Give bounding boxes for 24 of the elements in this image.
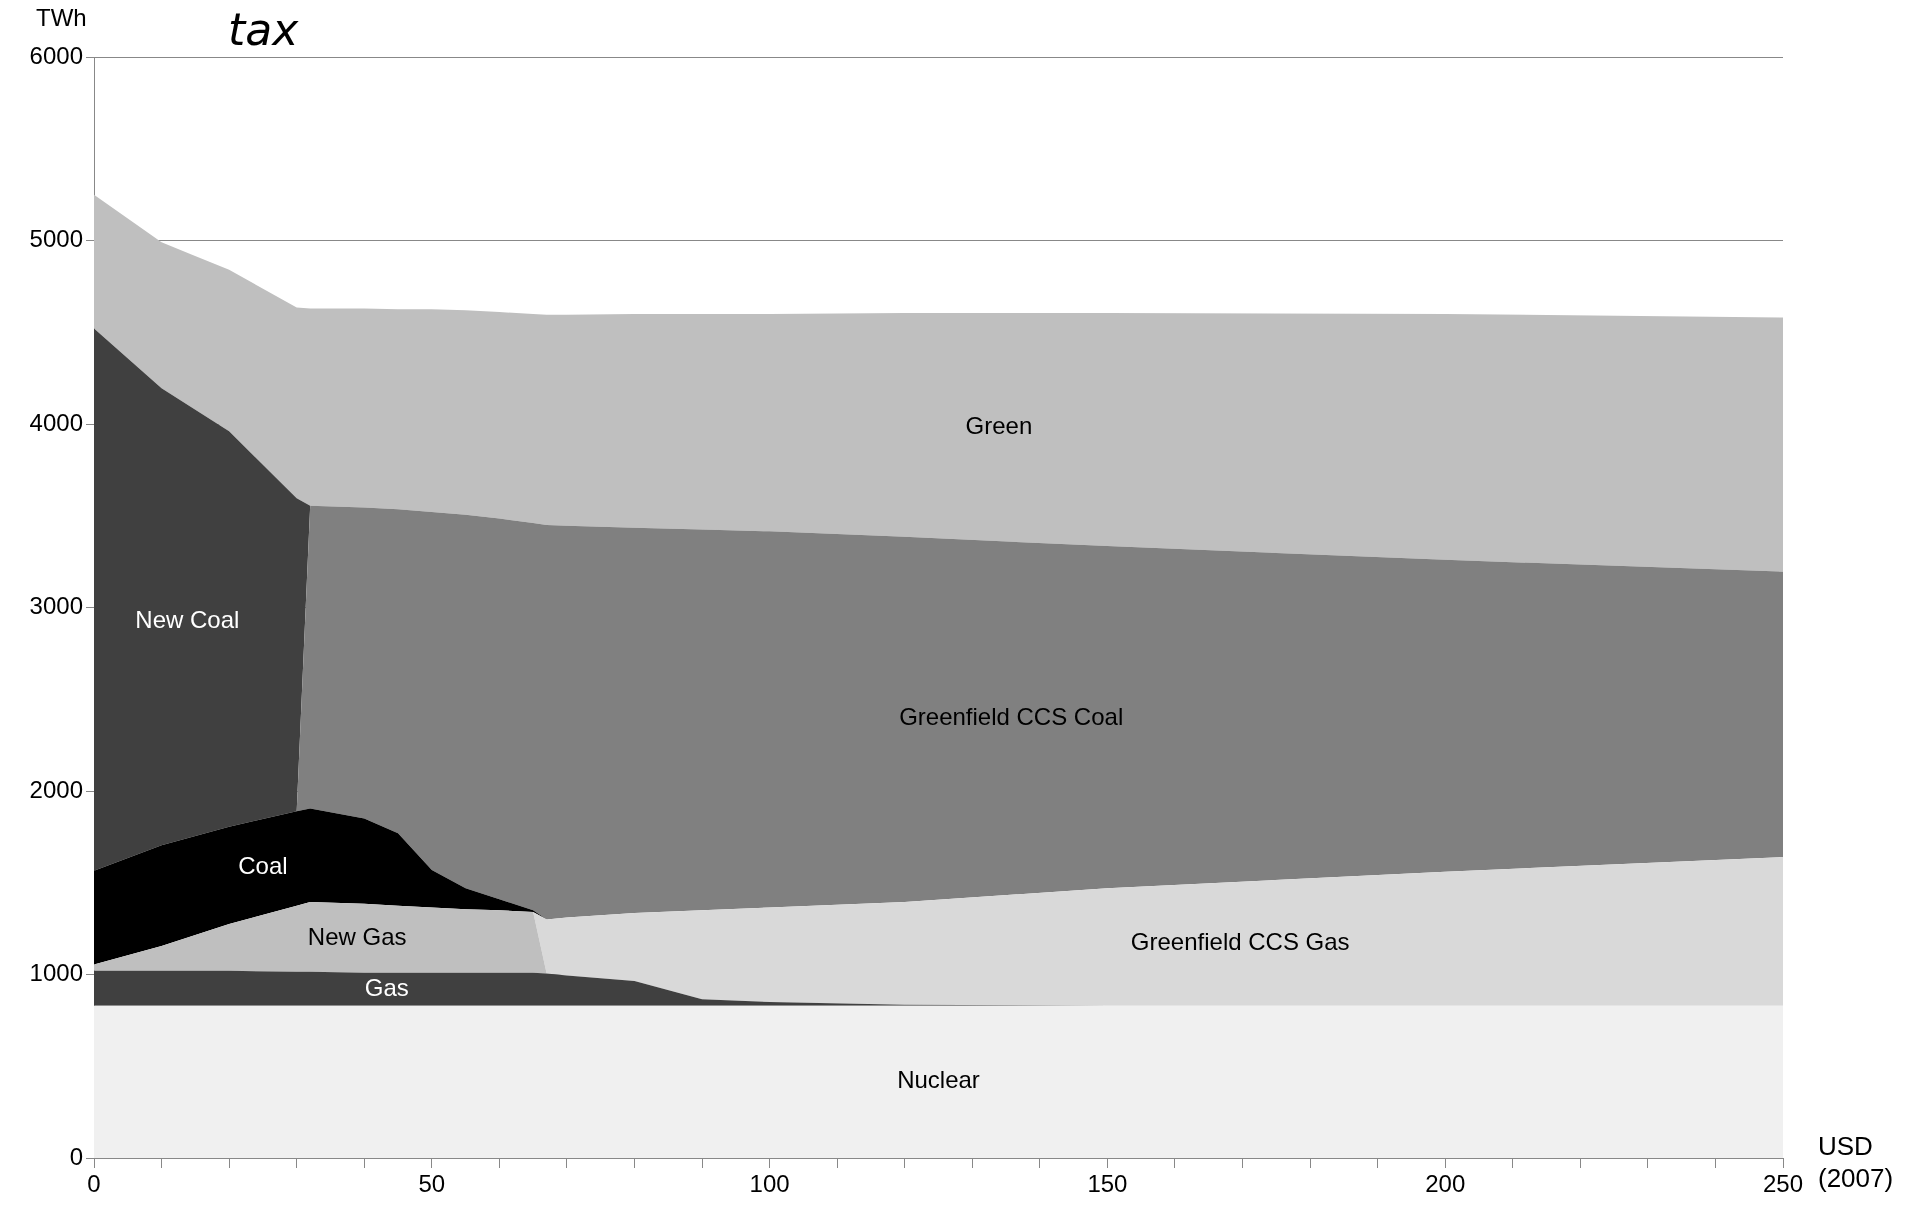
series-label: Gas — [364, 973, 409, 1001]
series-label: Greenfield CCS Coal — [899, 702, 1124, 730]
x-tick-label: 250 — [1762, 1170, 1804, 1198]
series-label: New Coal — [135, 606, 240, 634]
y-tick-label: 1000 — [29, 959, 83, 987]
x-tick-label: 50 — [418, 1170, 446, 1198]
x-tick-label: 150 — [1087, 1170, 1128, 1198]
chart-title: tax — [228, 4, 299, 55]
y-tick-label: 2000 — [29, 775, 83, 803]
x-axis-title: USD (2007) — [1818, 1130, 1895, 1194]
x-tick-label: 0 — [87, 1170, 101, 1198]
y-tick-label: 3000 — [29, 592, 83, 620]
series-label: Greenfield CCS Gas — [1130, 928, 1350, 956]
series-label: New Gas — [307, 922, 407, 950]
x-tick-label: 200 — [1425, 1170, 1466, 1198]
series-label: Nuclear — [897, 1066, 980, 1094]
y-tick-label: 0 — [69, 1142, 83, 1170]
y-tick-label: 6000 — [29, 41, 83, 69]
x-tick-label: 100 — [749, 1170, 790, 1198]
y-tick-label: 5000 — [29, 225, 83, 253]
series-label: Green — [965, 411, 1033, 439]
y-tick-label: 4000 — [29, 408, 83, 436]
y-axis-title: TWh — [36, 4, 87, 32]
series-label: Coal — [238, 851, 288, 879]
